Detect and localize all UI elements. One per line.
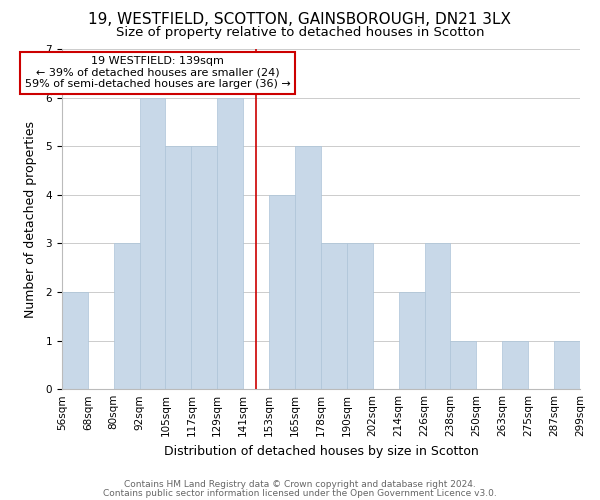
Bar <box>269 195 295 389</box>
Bar <box>554 340 580 389</box>
Bar <box>398 292 425 389</box>
Y-axis label: Number of detached properties: Number of detached properties <box>24 120 37 318</box>
Bar <box>295 146 321 389</box>
Bar <box>113 244 140 389</box>
Bar <box>62 292 88 389</box>
Text: Size of property relative to detached houses in Scotton: Size of property relative to detached ho… <box>116 26 484 39</box>
Bar <box>217 98 243 389</box>
Bar <box>502 340 528 389</box>
Bar <box>140 98 166 389</box>
Text: 19, WESTFIELD, SCOTTON, GAINSBOROUGH, DN21 3LX: 19, WESTFIELD, SCOTTON, GAINSBOROUGH, DN… <box>89 12 511 28</box>
Text: 19 WESTFIELD: 139sqm
← 39% of detached houses are smaller (24)
59% of semi-detac: 19 WESTFIELD: 139sqm ← 39% of detached h… <box>25 56 290 90</box>
Bar <box>166 146 191 389</box>
X-axis label: Distribution of detached houses by size in Scotton: Distribution of detached houses by size … <box>164 444 478 458</box>
Bar <box>425 244 451 389</box>
Text: Contains public sector information licensed under the Open Government Licence v3: Contains public sector information licen… <box>103 488 497 498</box>
Bar <box>191 146 217 389</box>
Bar <box>347 244 373 389</box>
Bar <box>321 244 347 389</box>
Text: Contains HM Land Registry data © Crown copyright and database right 2024.: Contains HM Land Registry data © Crown c… <box>124 480 476 489</box>
Bar <box>451 340 476 389</box>
